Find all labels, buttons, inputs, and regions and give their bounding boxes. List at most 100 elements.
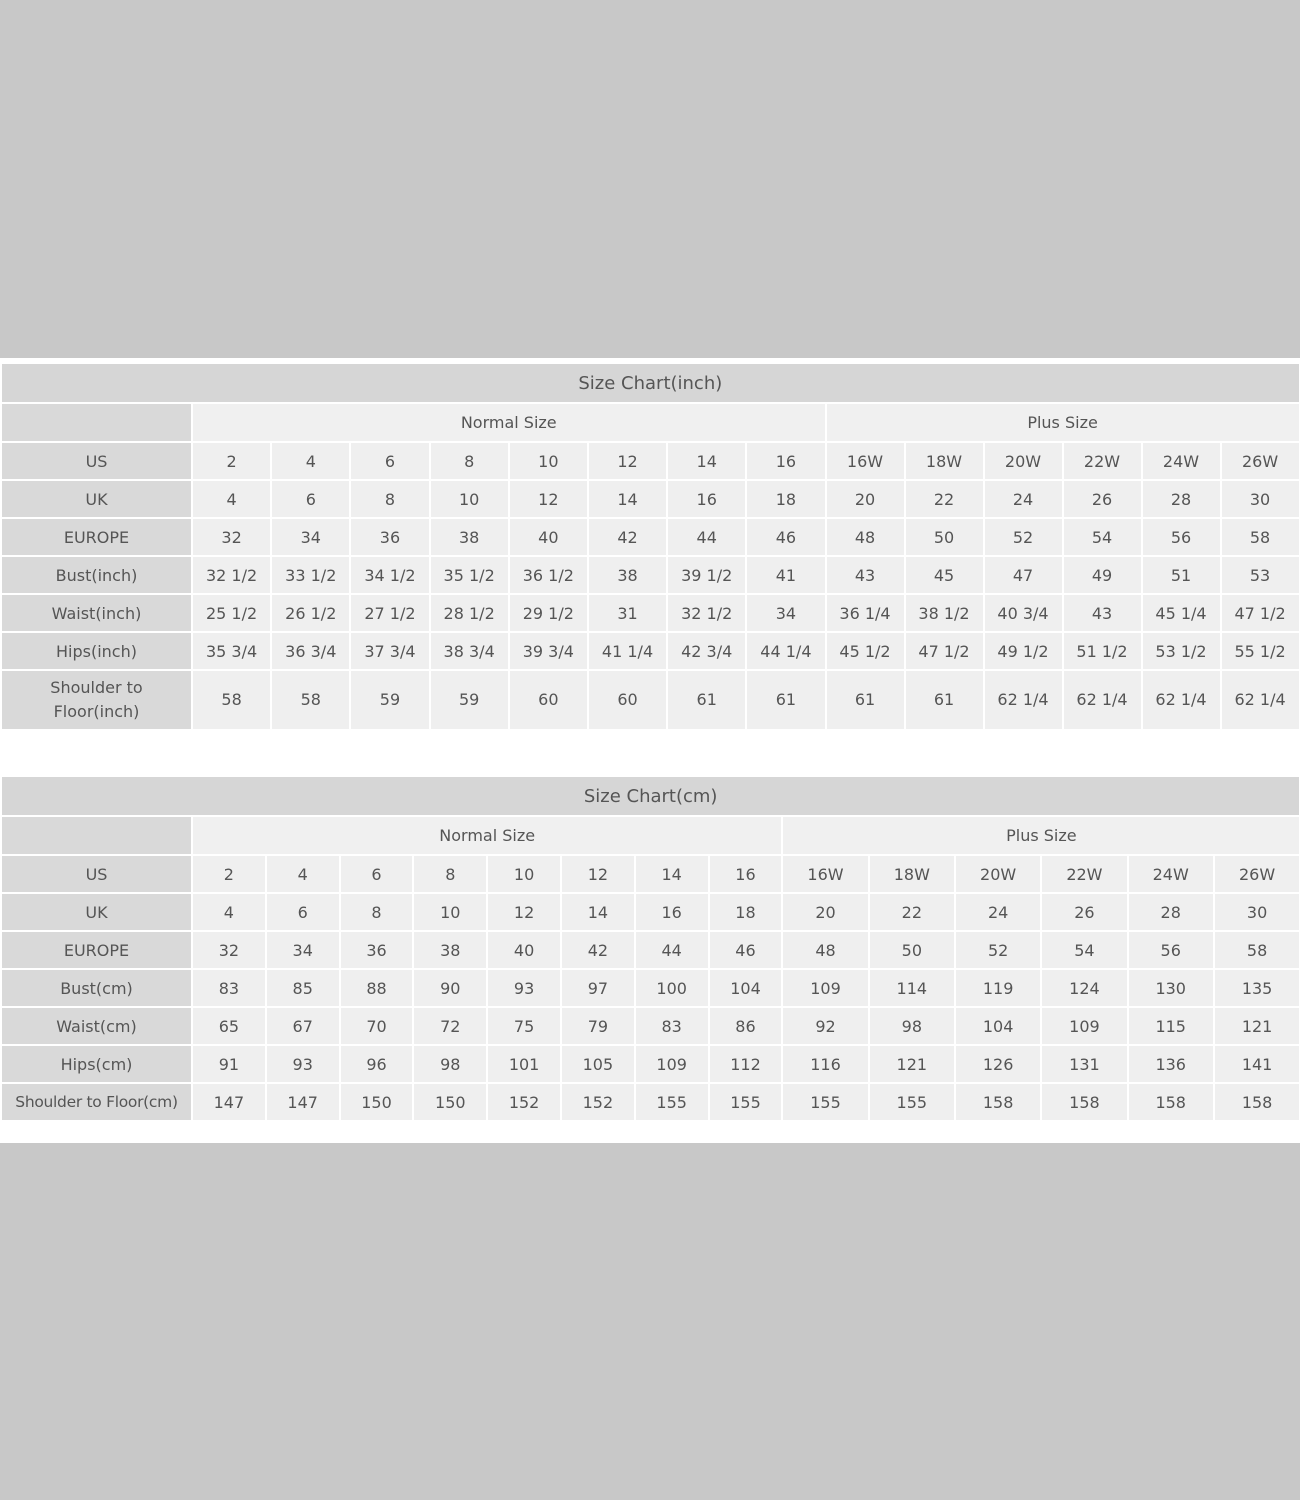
table-cell: 22 — [903, 479, 985, 519]
table-cell: 22W — [1061, 441, 1143, 481]
table-cell: 158 — [1212, 1082, 1300, 1122]
table-cell: 48 — [824, 517, 906, 557]
table-cell: 24W — [1126, 854, 1215, 894]
table-cell: 83 — [633, 1006, 710, 1046]
table-cell: 24 — [953, 892, 1043, 932]
table-cell: 40 3/4 — [982, 593, 1064, 633]
table-cell: 2 — [190, 441, 273, 481]
table-cell: 55 1/2 — [1219, 631, 1300, 671]
row-label: Bust(inch) — [0, 555, 193, 595]
table-cell: 36 — [349, 517, 431, 557]
table-cell: 101 — [486, 1044, 562, 1084]
table-cell: 24 — [982, 479, 1064, 519]
table-cell: 126 — [953, 1044, 1043, 1084]
table-cell: 155 — [781, 1082, 870, 1122]
table-cell: 34 — [745, 593, 827, 633]
table-cell: 61 — [745, 669, 827, 731]
table-cell: 62 1/4 — [1140, 669, 1222, 731]
table-cell: 29 1/2 — [507, 593, 589, 633]
row-label: EUROPE — [0, 930, 193, 970]
table-cell: 61 — [666, 669, 748, 731]
table-cell: 18W — [867, 854, 956, 894]
table-cell: 45 1/2 — [824, 631, 906, 671]
corner-cell — [0, 815, 193, 856]
row-label: Shoulder to Floor(cm) — [0, 1082, 193, 1122]
row-label: Waist(cm) — [0, 1006, 193, 1046]
table-cell: 42 — [559, 930, 636, 970]
table-cell: 70 — [338, 1006, 415, 1046]
table-cell: 121 — [1212, 1006, 1300, 1046]
table-cell: 62 1/4 — [1061, 669, 1143, 731]
table-cell: 112 — [707, 1044, 784, 1084]
table-cell: 36 — [338, 930, 415, 970]
table-cell: 14 — [559, 892, 636, 932]
table-cell: 51 — [1140, 555, 1222, 595]
table-row: Shoulder to Floor(inch) 58 58 59 59 60 60 61 61 6… — [0, 669, 1300, 731]
table-cell: 51 1/2 — [1061, 631, 1143, 671]
table-cell: 158 — [953, 1082, 1043, 1122]
table-cell: 100 — [633, 968, 710, 1008]
table-cell: 10 — [412, 892, 489, 932]
size-chart-cm: Size Chart(cm) Normal Size Plus Size US 2 4… — [0, 775, 1300, 1122]
table-cell: 16W — [781, 854, 870, 894]
table-row: Waist(inch) 25 1/2 26 1/2 27 1/2 28 1/2 29 1/… — [0, 593, 1300, 633]
table-cell: 104 — [953, 1006, 1043, 1046]
table-cell: 62 1/4 — [982, 669, 1064, 731]
table-row: US 2 4 6 8 10 12 14 16 16W 18W 20W 22W 24W 26W — [0, 441, 1300, 481]
table-cell: 26 — [1040, 892, 1129, 932]
table-cell: 20W — [982, 441, 1064, 481]
table-cell: 32 1/2 — [666, 593, 748, 633]
table-cell: 141 — [1212, 1044, 1300, 1084]
row-label: UK — [0, 479, 193, 519]
table-cell: 54 — [1061, 517, 1143, 557]
table-cell: 49 — [1061, 555, 1143, 595]
table-cell: 42 — [586, 517, 669, 557]
table-cell: 33 1/2 — [270, 555, 352, 595]
table-cell: 41 — [745, 555, 827, 595]
table-cell: 147 — [191, 1082, 267, 1122]
table-cell: 39 3/4 — [507, 631, 589, 671]
table-cell: 34 — [264, 930, 341, 970]
row-label: Hips(inch) — [0, 631, 193, 671]
table-cell: 24W — [1140, 441, 1222, 481]
table-cell: 56 — [1126, 930, 1215, 970]
table-cell: 6 — [338, 854, 415, 894]
table-cell: 34 — [270, 517, 352, 557]
table-cell: 49 1/2 — [982, 631, 1064, 671]
table-cell: 72 — [412, 1006, 489, 1046]
row-label: Waist(inch) — [0, 593, 193, 633]
table-cell: 43 — [1061, 593, 1143, 633]
table-cell: 26W — [1212, 854, 1300, 894]
table-cell: 30 — [1212, 892, 1300, 932]
table-cell: 47 1/2 — [903, 631, 985, 671]
table-cell: 61 — [824, 669, 906, 731]
table-cell: 36 1/4 — [824, 593, 906, 633]
table-row: EUROPE 32 34 36 38 40 42 44 46 48 50 52 54 56 58 — [0, 517, 1300, 557]
table-cell: 52 — [953, 930, 1043, 970]
table-cell: 60 — [507, 669, 589, 731]
table-cell: 45 — [903, 555, 985, 595]
table-cell: 22 — [867, 892, 956, 932]
table-cell: 26 — [1061, 479, 1143, 519]
table-cell: 109 — [1040, 1006, 1129, 1046]
table-cell: 58 — [1212, 930, 1300, 970]
table-cell: 150 — [338, 1082, 415, 1122]
table-cell: 44 — [666, 517, 748, 557]
table-cell: 28 — [1126, 892, 1215, 932]
row-label: EUROPE — [0, 517, 193, 557]
table-cell: 155 — [707, 1082, 784, 1122]
table-cell: 38 1/2 — [903, 593, 985, 633]
table-cell: 14 — [586, 479, 669, 519]
table-cell: 40 — [507, 517, 589, 557]
table-cell: 54 — [1040, 930, 1129, 970]
table-cell: 109 — [781, 968, 870, 1008]
table-cell: 6 — [349, 441, 431, 481]
table-row: Shoulder to Floor(cm) 147 147 150 150 152 152 1… — [0, 1082, 1300, 1122]
table-cell: 109 — [633, 1044, 710, 1084]
table-cell: 4 — [191, 892, 267, 932]
table-cell: 41 1/4 — [586, 631, 669, 671]
table-cell: 16 — [633, 892, 710, 932]
table-cell: 37 3/4 — [349, 631, 431, 671]
table-cell: 18 — [745, 479, 827, 519]
table-cell: 150 — [412, 1082, 489, 1122]
